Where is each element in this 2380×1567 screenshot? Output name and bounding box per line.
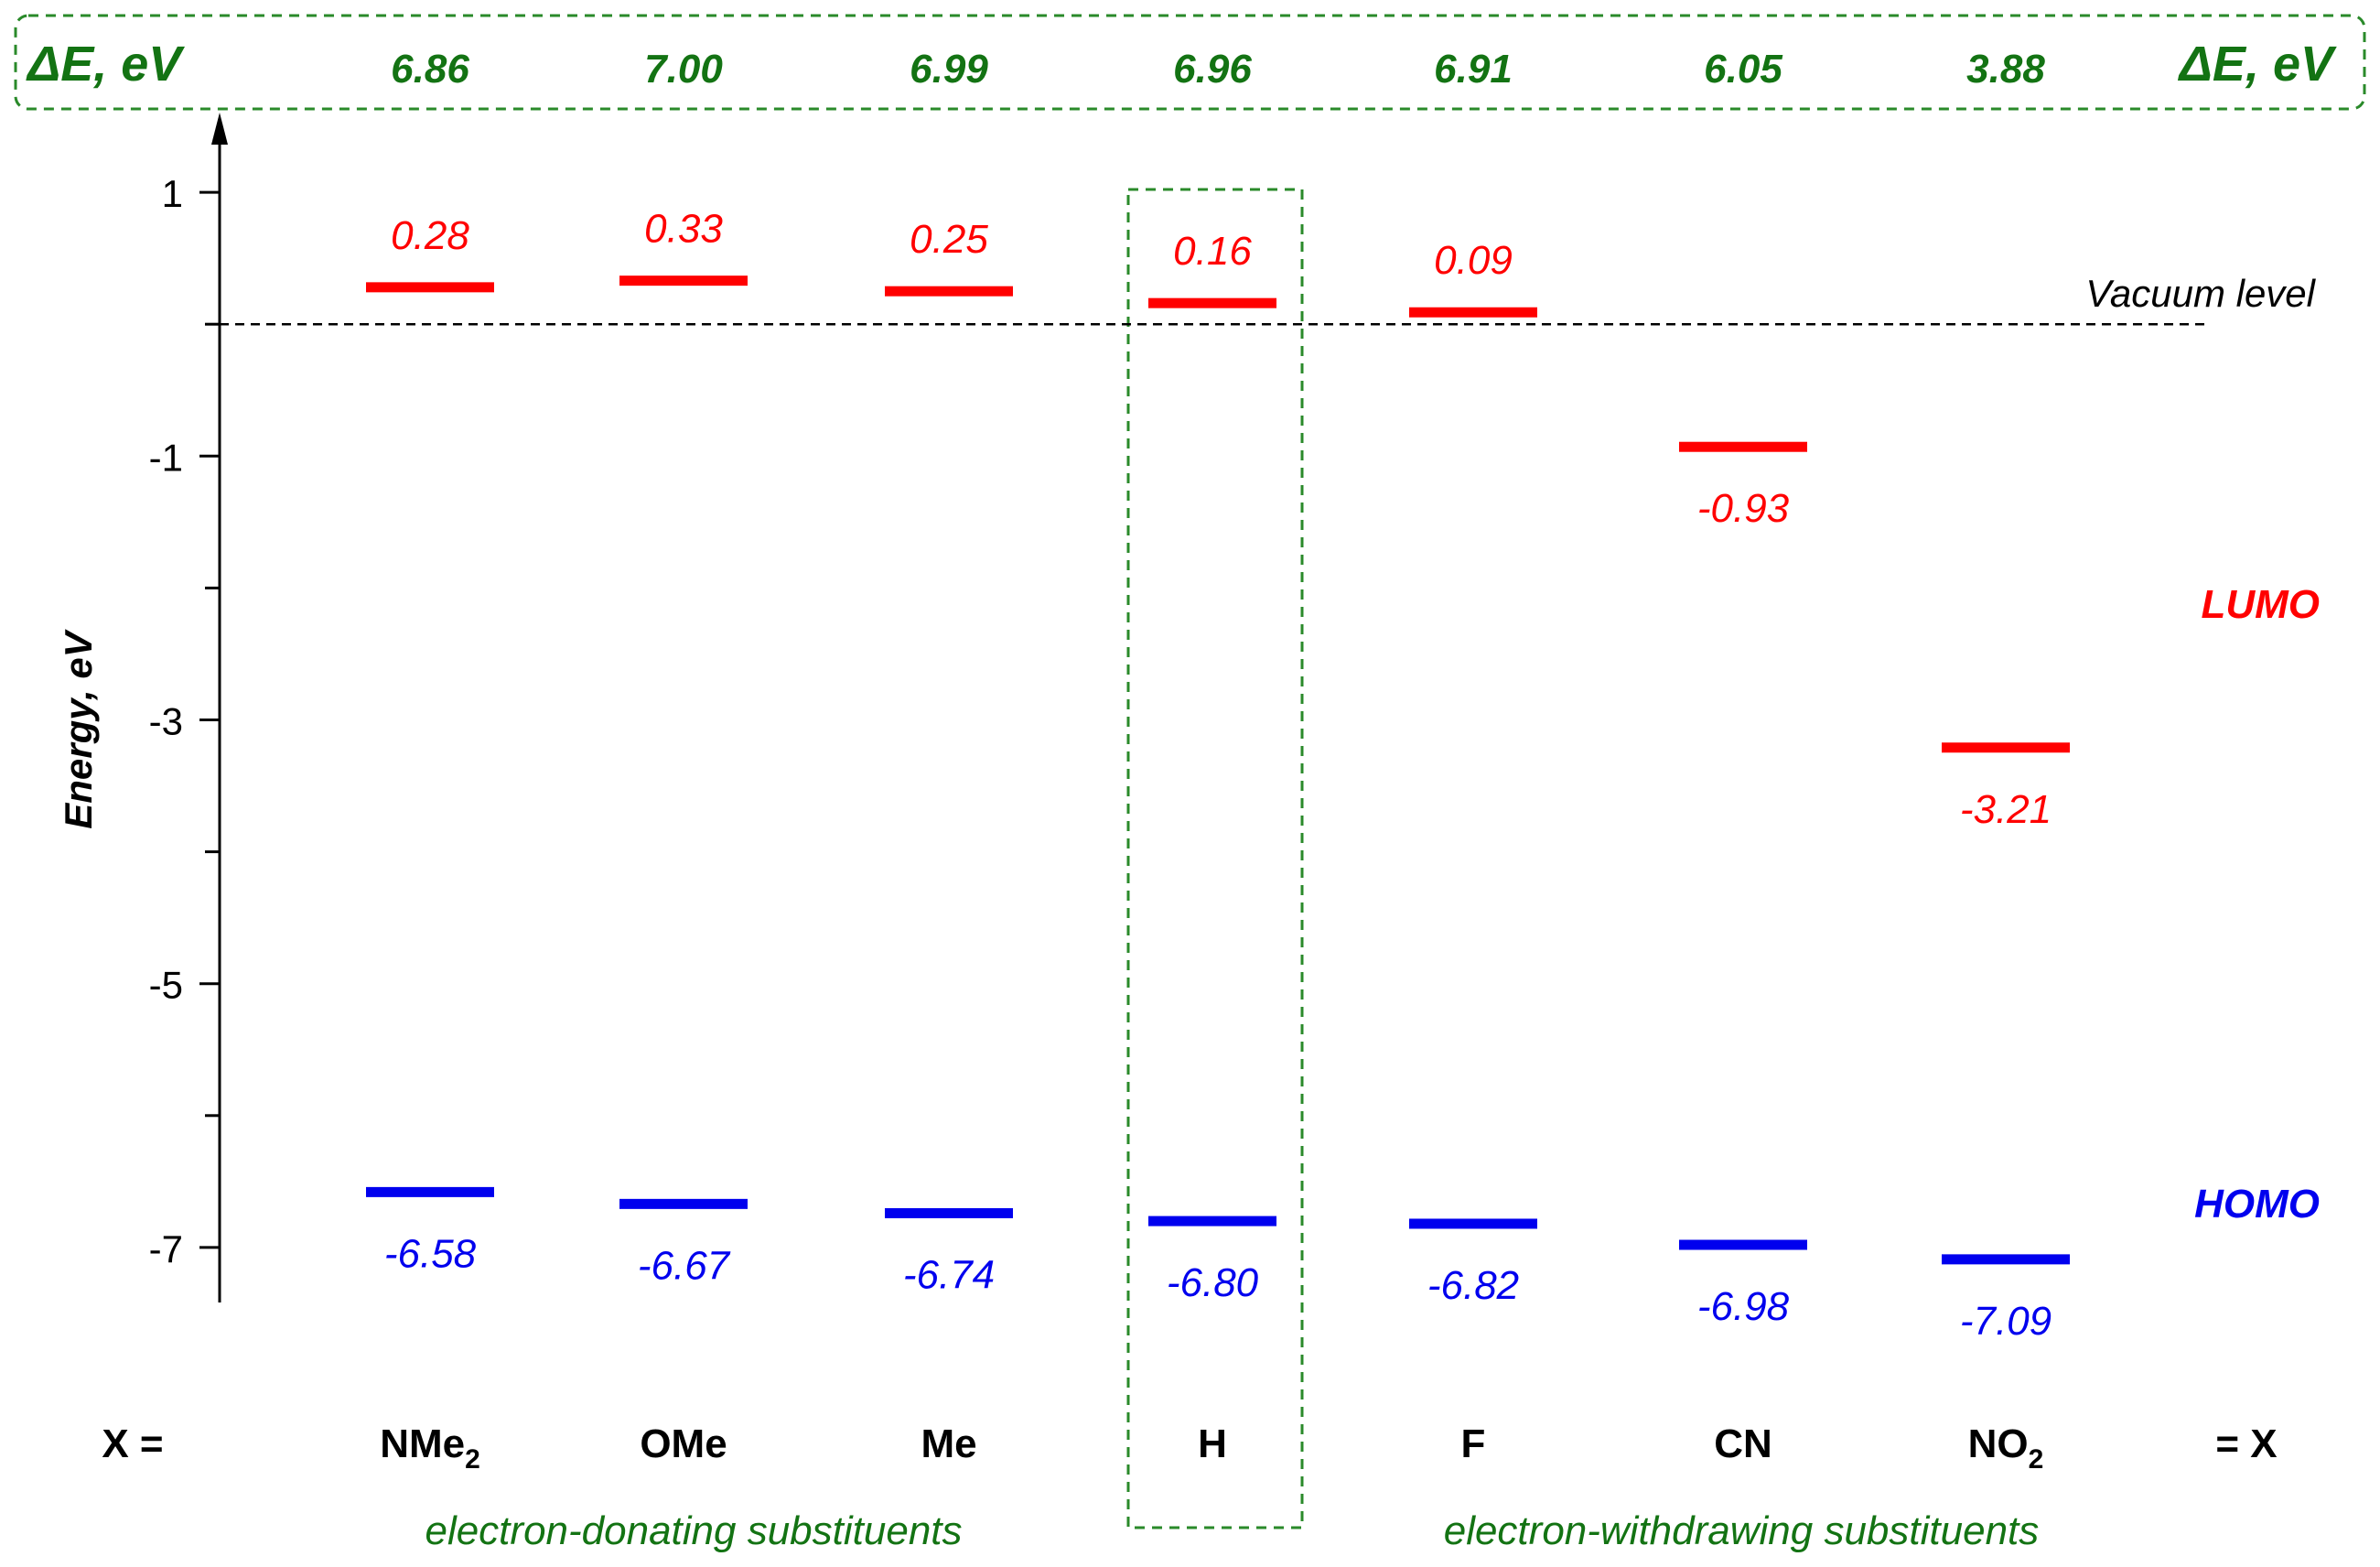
substituent-label: OMe xyxy=(640,1421,727,1466)
substituent-label: NO2 xyxy=(1968,1421,2044,1475)
homo-level xyxy=(1942,1254,2070,1265)
homo-level xyxy=(1679,1239,1807,1250)
y-tick-label: -3 xyxy=(149,700,183,743)
y-axis-arrow xyxy=(211,113,228,145)
donating-group-label: electron-donating substituents xyxy=(425,1508,962,1553)
reference-h-box xyxy=(1126,188,1304,1529)
lumo-value-label: -0.93 xyxy=(1697,486,1790,531)
delta-e-value: 6.91 xyxy=(1434,47,1513,92)
vacuum-level-label: Vacuum level xyxy=(2085,272,2316,315)
x-row-label-right: = X xyxy=(2215,1421,2277,1466)
lumo-value-label: 0.16 xyxy=(1173,229,1252,274)
homo-value-label: -6.80 xyxy=(1167,1260,1259,1305)
lumo-level xyxy=(885,286,1013,297)
lumo-level xyxy=(1148,297,1276,308)
homo-value-label: -6.67 xyxy=(638,1243,731,1288)
lumo-level xyxy=(1942,742,2070,753)
homo-value-label: -6.82 xyxy=(1427,1263,1519,1308)
lumo-legend: LUMO xyxy=(2201,582,2320,627)
homo-value-label: -7.09 xyxy=(1960,1299,2052,1344)
lumo-level xyxy=(1679,441,1807,452)
lumo-level xyxy=(366,282,494,293)
delta-e-value: 7.00 xyxy=(644,47,723,92)
homo-level xyxy=(1148,1216,1276,1227)
y-axis-title: Energy, eV xyxy=(57,629,100,829)
delta-e-value: 6.05 xyxy=(1704,47,1782,92)
homo-level xyxy=(1409,1218,1537,1229)
x-row-label-left: X = xyxy=(102,1421,163,1466)
delta-e-value: 6.86 xyxy=(391,47,469,92)
substituent-label: CN xyxy=(1714,1421,1772,1466)
delta-e-value: 3.88 xyxy=(1966,47,2045,92)
homo-value-label: -6.58 xyxy=(384,1231,477,1276)
substituent-label: NMe2 xyxy=(380,1421,480,1475)
y-tick-label: 1 xyxy=(162,172,183,215)
y-tick-label: -5 xyxy=(149,964,183,1007)
delta-e-value: 6.99 xyxy=(910,47,988,92)
homo-level xyxy=(885,1207,1013,1218)
lumo-value-label: 0.25 xyxy=(910,217,988,262)
lumo-level xyxy=(1409,307,1537,318)
lumo-level xyxy=(619,276,748,286)
substituent-label: H xyxy=(1198,1421,1227,1466)
lumo-value-label: 0.33 xyxy=(644,207,723,252)
homo-value-label: -6.98 xyxy=(1697,1284,1790,1329)
delta-e-label-right: ΔE, eV xyxy=(2178,37,2337,92)
substituent-label: Me xyxy=(921,1421,976,1466)
delta-e-label-left: ΔE, eV xyxy=(26,37,185,92)
homo-level xyxy=(619,1198,748,1209)
delta-e-box xyxy=(14,14,2366,111)
delta-e-value: 6.96 xyxy=(1173,47,1252,92)
y-tick-label: -7 xyxy=(149,1227,183,1270)
lumo-value-label: 0.28 xyxy=(391,213,469,258)
homo-level xyxy=(366,1186,494,1197)
lumo-value-label: 0.09 xyxy=(1434,238,1513,283)
homo-value-label: -6.74 xyxy=(903,1252,995,1297)
substituent-label: F xyxy=(1461,1421,1486,1466)
y-tick-label: -1 xyxy=(149,436,183,479)
withdrawing-group-label: electron-withdrawing substituents xyxy=(1444,1508,2040,1553)
lumo-value-label: -3.21 xyxy=(1960,787,2052,832)
homo-legend: HOMO xyxy=(2194,1182,2320,1227)
